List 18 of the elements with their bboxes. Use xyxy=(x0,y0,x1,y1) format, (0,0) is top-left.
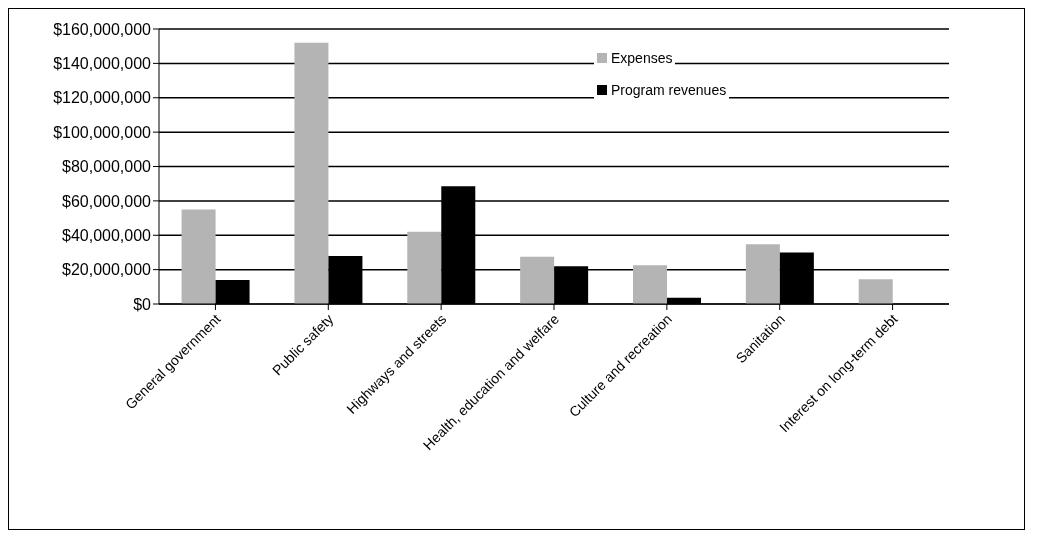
y-tick-label: $20,000,000 xyxy=(62,261,152,279)
bar xyxy=(520,256,555,304)
legend-label: Expenses xyxy=(611,50,673,66)
bar xyxy=(858,279,893,304)
y-tick-label: $100,000,000 xyxy=(53,123,152,141)
y-tick-label: $160,000,000 xyxy=(53,20,152,38)
bar xyxy=(294,42,329,304)
y-tick-label: $40,000,000 xyxy=(62,226,152,244)
y-tick-label: $140,000,000 xyxy=(53,55,152,73)
y-tick-label: $0 xyxy=(133,295,152,313)
bar xyxy=(407,231,442,304)
bar xyxy=(633,265,667,304)
bar xyxy=(181,209,216,304)
legend-label: Program revenues xyxy=(611,82,727,98)
bar xyxy=(745,244,780,304)
y-tick-label: $80,000,000 xyxy=(62,158,152,176)
y-tick-label: $60,000,000 xyxy=(62,192,152,210)
y-tick-label: $120,000,000 xyxy=(53,89,152,107)
